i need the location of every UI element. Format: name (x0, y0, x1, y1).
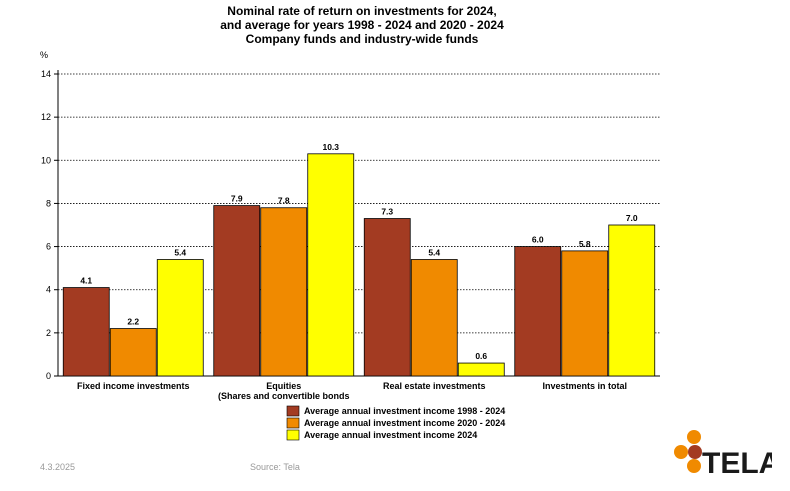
bar-value-label: 7.3 (381, 207, 393, 217)
logo-dot-bottom (687, 459, 701, 473)
legend-swatch (286, 405, 300, 417)
bar (514, 246, 562, 377)
bar (156, 259, 204, 377)
chart-title-line: Company funds and industry-wide funds (246, 32, 479, 46)
bar (307, 153, 355, 377)
bar-value-label: 5.4 (428, 248, 440, 258)
chart-title-line: Nominal rate of return on investments fo… (227, 4, 496, 18)
legend-swatch (286, 429, 300, 441)
y-tick-label: 6 (46, 242, 51, 252)
x-category-label: Equities (266, 381, 301, 391)
bar-value-label: 6.0 (532, 235, 544, 245)
bar-value-label: 5.8 (579, 239, 591, 249)
y-tick-label: 0 (46, 371, 51, 381)
tela-logo: TELA (674, 430, 772, 480)
y-tick-label: 2 (46, 328, 51, 338)
y-tick-label: 10 (41, 155, 51, 165)
x-category-label: Investments in total (542, 381, 627, 391)
bar-value-label: 4.1 (80, 276, 92, 286)
logo-dot-center (688, 445, 702, 459)
y-tick-label: 14 (41, 69, 51, 79)
legend-label: Average annual investment income 2020 - … (304, 418, 505, 428)
x-category-label: (Shares and convertible bonds (218, 391, 350, 401)
x-category-label: Fixed income investments (77, 381, 190, 391)
chart-title-line: and average for years 1998 - 2024 and 20… (220, 18, 504, 32)
bar-value-label: 7.0 (626, 213, 638, 223)
legend-label: Average annual investment income 1998 - … (304, 406, 505, 416)
bar (561, 250, 609, 377)
bar (608, 224, 656, 377)
bar (410, 259, 458, 377)
bar (260, 207, 308, 377)
logo-dot-left (674, 445, 688, 459)
bar-value-label: 0.6 (475, 351, 487, 361)
logo-text: TELA (702, 447, 772, 480)
legend-swatch (286, 417, 300, 429)
bar-value-label: 7.9 (231, 194, 243, 204)
footer-date: 4.3.2025 (40, 462, 76, 472)
y-axis-unit: % (40, 50, 48, 60)
bar (363, 218, 411, 377)
bar-value-label: 2.2 (127, 317, 139, 327)
footer-source: Source: Tela (250, 462, 300, 472)
legend-label: Average annual investment income 2024 (304, 430, 477, 440)
bar-value-label: 7.8 (278, 196, 290, 206)
bar-value-label: 5.4 (174, 248, 186, 258)
y-tick-label: 4 (46, 285, 51, 295)
bar-value-label: 10.3 (322, 142, 339, 152)
y-tick-label: 12 (41, 112, 51, 122)
bar (213, 205, 261, 377)
x-category-label: Real estate investments (383, 381, 486, 391)
y-tick-label: 8 (46, 198, 51, 208)
logo-dot-top (687, 430, 701, 444)
bar (109, 328, 157, 377)
bar (457, 362, 505, 377)
bar (62, 287, 110, 377)
